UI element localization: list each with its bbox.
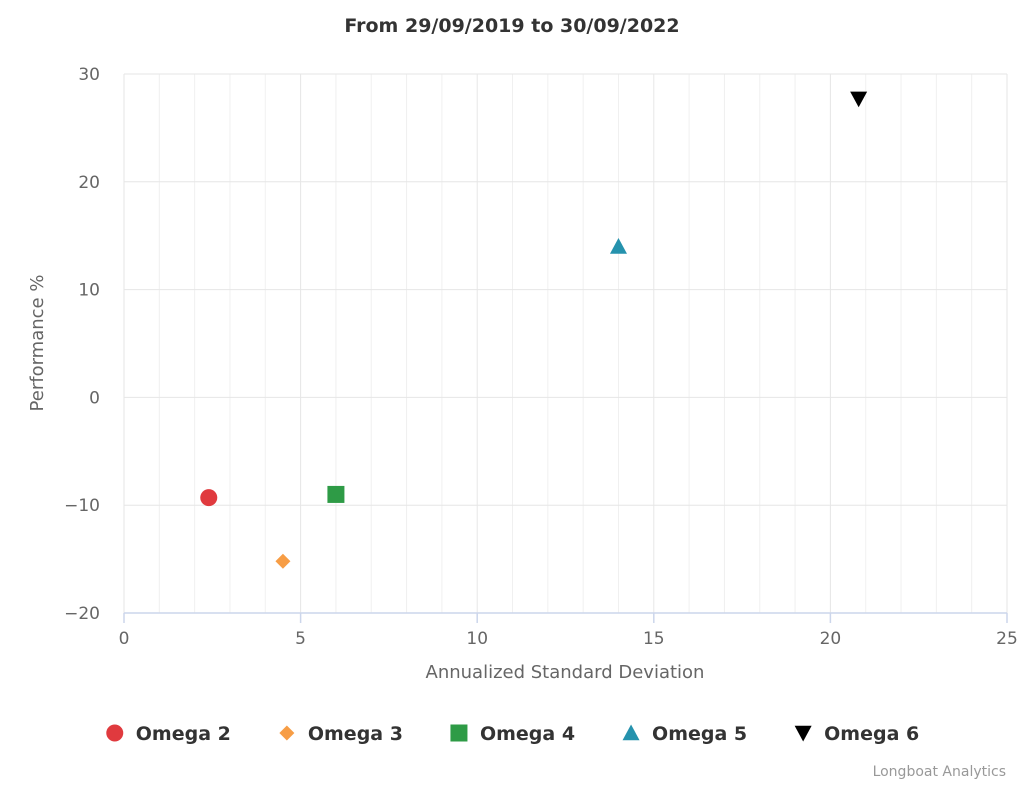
legend-label: Omega 4: [480, 723, 575, 745]
legend-symbol-omega-3[interactable]: [279, 725, 295, 741]
data-point-omega-3[interactable]: [275, 553, 291, 569]
x-tick-label: 5: [295, 629, 306, 649]
data-point-omega-5[interactable]: [609, 237, 627, 254]
legend-label: Omega 6: [824, 723, 919, 745]
y-tick-label: 20: [78, 173, 100, 193]
legend-symbol-omega-2[interactable]: [106, 724, 124, 742]
y-tick-label: 0: [89, 388, 100, 408]
legend-item-omega-3[interactable]: Omega 3: [279, 723, 403, 745]
y-tick-label: 10: [78, 281, 100, 301]
y-tick-label: −10: [64, 496, 100, 516]
legend-symbol-omega-5[interactable]: [622, 724, 640, 741]
minor-gridlines: [158, 74, 973, 613]
data-points: [200, 91, 868, 569]
x-tick-label: 25: [996, 629, 1018, 649]
legend-symbol-omega-4[interactable]: [450, 724, 468, 742]
legend-item-omega-4[interactable]: Omega 4: [450, 723, 575, 745]
legend: Omega 2 Omega 3 Omega 4 Omega 5 Omega 6: [106, 723, 919, 745]
y-axis-ticks: −20 −10 0 10 20 30: [64, 65, 100, 624]
x-tick-label: 10: [466, 629, 488, 649]
credits-text[interactable]: Longboat Analytics: [873, 764, 1006, 780]
x-axis-ticks: 0 5 10 15 20 25: [119, 613, 1018, 649]
legend-item-omega-6[interactable]: Omega 6: [794, 723, 920, 745]
major-gridlines: [123, 73, 1008, 613]
x-tick-label: 0: [119, 629, 130, 649]
legend-symbol-omega-6[interactable]: [794, 725, 812, 742]
legend-label: Omega 2: [136, 723, 231, 745]
data-point-omega-4[interactable]: [327, 485, 345, 503]
y-axis-title: Performance %: [27, 275, 48, 412]
y-tick-label: −20: [64, 604, 100, 624]
y-tick-label: 30: [78, 65, 100, 85]
legend-item-omega-5[interactable]: Omega 5: [622, 723, 748, 745]
x-tick-label: 15: [643, 629, 665, 649]
legend-item-omega-2[interactable]: Omega 2: [106, 723, 231, 745]
x-axis-title: Annualized Standard Deviation: [426, 662, 705, 683]
data-point-omega-6[interactable]: [850, 91, 868, 108]
chart-title: From 29/09/2019 to 30/09/2022: [344, 15, 679, 37]
data-point-omega-2[interactable]: [200, 489, 218, 507]
x-tick-label: 20: [820, 629, 842, 649]
legend-label: Omega 5: [652, 723, 747, 745]
legend-label: Omega 3: [308, 723, 403, 745]
